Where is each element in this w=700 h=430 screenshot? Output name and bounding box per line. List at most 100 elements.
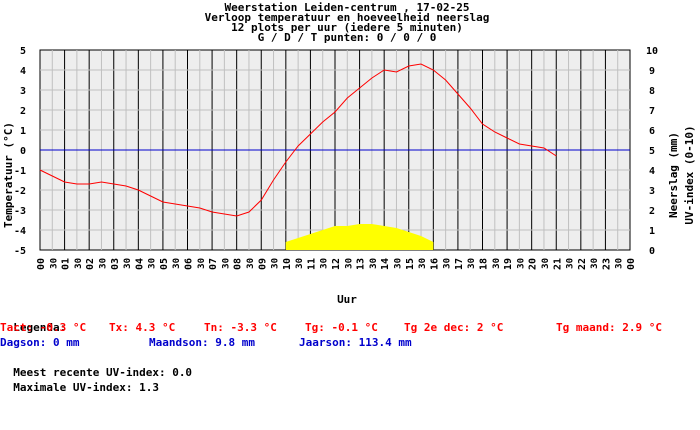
x-tick-half: 30 xyxy=(74,258,84,269)
y2-tick-label: 5 xyxy=(649,146,655,157)
chart-title-line1: Weerstation Leiden-centrum , 17-02-25 xyxy=(224,1,469,14)
y2-tick-label: 2 xyxy=(649,206,655,217)
x-tick-hour: 09 xyxy=(257,258,268,270)
x-tick-half: 30 xyxy=(590,258,600,269)
chart-title-line4: G / D / T punten: 0 / 0 / 0 xyxy=(258,31,437,44)
legend-jaarson: Jaarson: 113.4 mm xyxy=(299,336,412,349)
x-tick-half: 30 xyxy=(467,258,477,269)
y-tick-label: -4 xyxy=(14,226,26,237)
chart-title-line3: 12 plots per uur (iedere 5 minuten) xyxy=(231,21,463,34)
x-tick-hour: 12 xyxy=(331,258,342,270)
y2-tick-label: 7 xyxy=(649,106,655,117)
x-tick-hour: 17 xyxy=(454,258,465,270)
legend-uv-recent: Meest recente UV-index: 0.0 xyxy=(0,350,192,380)
legend-tx: Tx: 4.3 °C xyxy=(109,321,176,334)
legend-rain-row: Dagson: 0 mm Maandson: 9.8 mm Jaarson: 1… xyxy=(0,335,700,350)
x-axis-label: Uur xyxy=(337,293,357,306)
weather-chart: Weerstation Leiden-centrum , 17-02-25 Ve… xyxy=(2,1,696,306)
x-tick-half: 30 xyxy=(541,258,551,269)
x-tick-hour: 01 xyxy=(61,258,72,270)
legend-dagson: Dagson: 0 mm xyxy=(0,336,80,349)
y-tick-label: -3 xyxy=(14,206,26,217)
x-tick-half: 30 xyxy=(197,258,207,269)
x-tick-hour: 22 xyxy=(577,258,588,270)
y-tick-label: 0 xyxy=(20,146,26,157)
x-tick-hour: 00 xyxy=(36,258,47,270)
legend-uv-max-text: Maximale UV-index: 1.3 xyxy=(13,381,159,394)
x-tick-hour: 07 xyxy=(208,258,219,270)
chart-title-line2: Verloop temperatuur en hoeveelheid neers… xyxy=(205,11,490,24)
x-tick-half: 30 xyxy=(492,258,502,269)
x-tick-hour: 00 xyxy=(626,258,637,270)
y-axis-label: Temperatuur (°C) xyxy=(2,122,15,228)
y2-axis-label: Neerslag (mm) xyxy=(667,132,680,218)
x-tick-hour: 18 xyxy=(479,258,490,270)
x-tick-half: 30 xyxy=(172,258,182,269)
legend-tg-maand: Tg maand: 2.9 °C xyxy=(556,321,662,334)
x-tick-hour: 06 xyxy=(184,258,195,270)
legend-tn: Tn: -3.3 °C xyxy=(204,321,277,334)
x-tick-half: 30 xyxy=(443,258,453,269)
y2-tick-label: 8 xyxy=(649,86,655,97)
legend-title: Legenda: xyxy=(0,305,66,335)
x-tick-hour: 16 xyxy=(429,258,440,270)
x-tick-hour: 19 xyxy=(503,258,514,270)
x-tick-hour: 23 xyxy=(601,258,612,270)
legend-uv-recent-text: Meest recente UV-index: 0.0 xyxy=(13,366,193,379)
y2-tick-label: 6 xyxy=(649,126,655,137)
x-tick-half: 30 xyxy=(246,258,256,269)
legend-temperature-row: Tact: -0.3 °C Tx: 4.3 °C Tn: -3.3 °C Tg:… xyxy=(0,320,700,335)
x-tick-hour: 08 xyxy=(233,258,244,270)
x-tick-half: 30 xyxy=(418,258,428,269)
y2-tick-label: 0 xyxy=(649,246,655,257)
x-tick-half: 30 xyxy=(123,258,133,269)
x-tick-half: 30 xyxy=(98,258,108,269)
uv-area xyxy=(285,224,434,250)
x-tick-half: 30 xyxy=(566,258,576,269)
legend-tg2: Tg 2e dec: 2 °C xyxy=(404,321,504,334)
x-tick-hour: 10 xyxy=(282,258,293,270)
x-tick-half: 30 xyxy=(615,258,625,269)
y2-tick-label: 4 xyxy=(649,166,655,177)
y3-axis-label: UV-index (0-10) xyxy=(683,125,696,224)
x-tick-half: 30 xyxy=(148,258,158,269)
x-tick-half: 30 xyxy=(221,258,231,269)
y-tick-label: 1 xyxy=(20,126,26,137)
x-tick-hour: 03 xyxy=(110,258,121,270)
x-tick-hour: 05 xyxy=(159,258,170,270)
x-tick-half: 30 xyxy=(295,258,305,269)
y-tick-label: -2 xyxy=(14,186,26,197)
legend-title-text: Legenda: xyxy=(13,321,67,334)
y-tick-label: 3 xyxy=(20,86,26,97)
y2-tick-label: 9 xyxy=(649,66,655,77)
x-tick-hour: 04 xyxy=(134,258,145,270)
x-tick-hour: 14 xyxy=(380,258,391,270)
uv-series xyxy=(285,224,434,250)
legend-tg: Tg: -0.1 °C xyxy=(305,321,378,334)
x-axis-ticks: 00 30 01 30 02 30 03 30 04 30 05 30 06 30 07 30 08 30 09 30… xyxy=(36,258,637,270)
x-tick-hour: 20 xyxy=(528,258,539,270)
y-tick-label: -5 xyxy=(14,246,26,257)
legend-tact: Tact: -0.3 °C xyxy=(0,321,87,334)
y2-tick-label: 3 xyxy=(649,186,655,197)
x-tick-hour: 15 xyxy=(405,258,416,270)
y-tick-label: 2 xyxy=(20,106,26,117)
y2-tick-label: 1 xyxy=(649,226,655,237)
temperature-line xyxy=(39,63,557,217)
x-tick-hour: 11 xyxy=(306,258,317,270)
x-tick-hour: 21 xyxy=(552,258,563,270)
legend-uv-max: Maximale UV-index: 1.3 xyxy=(0,365,159,395)
y2-tick-label: 10 xyxy=(646,46,658,57)
y-tick-label: -1 xyxy=(14,166,26,177)
x-tick-half: 30 xyxy=(344,258,354,269)
legend-maandson: Maandson: 9.8 mm xyxy=(149,336,255,349)
x-tick-hour: 13 xyxy=(356,258,367,270)
x-tick-half: 30 xyxy=(271,258,281,269)
y-tick-label: 5 xyxy=(20,46,26,57)
x-tick-half: 30 xyxy=(369,258,379,269)
x-tick-half: 30 xyxy=(393,258,403,269)
x-tick-half: 30 xyxy=(516,258,526,269)
x-tick-hour: 02 xyxy=(85,258,96,270)
y-axis-ticks: 5 4 3 2 1 0 -1 -2 -3 -4 -5 xyxy=(14,46,26,257)
